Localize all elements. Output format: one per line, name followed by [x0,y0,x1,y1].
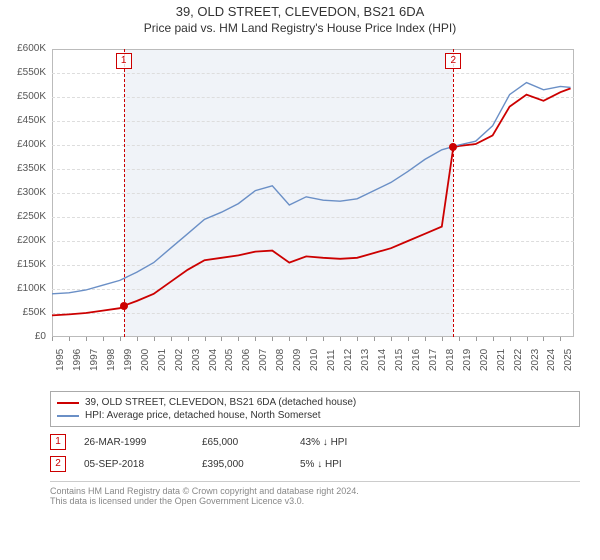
series-red [52,88,571,315]
data-row-date: 05-SEP-2018 [84,459,184,470]
data-row-marker: 1 [50,434,66,450]
marker-dot [120,302,128,310]
marker-box: 1 [116,53,132,69]
data-row-delta: 5% ↓ HPI [300,459,342,470]
marker-box: 2 [445,53,461,69]
legend-label: 39, OLD STREET, CLEVEDON, BS21 6DA (deta… [85,397,356,408]
data-row-price: £395,000 [202,459,282,470]
page-subtitle: Price paid vs. HM Land Registry's House … [0,21,600,35]
series-blue [52,83,571,294]
marker-line [124,49,125,337]
marker-line [453,49,454,337]
legend-swatch [57,402,79,404]
series-layer [10,43,590,383]
data-row: 2 05-SEP-2018 £395,000 5% ↓ HPI [50,453,580,475]
data-row-delta: 43% ↓ HPI [300,437,347,448]
data-point-table: 1 26-MAR-1999 £65,000 43% ↓ HPI 2 05-SEP-2018… [50,431,580,475]
legend-item: HPI: Average price, detached house, Nort… [57,409,573,422]
legend-label: HPI: Average price, detached house, Nort… [85,410,321,421]
legend: 39, OLD STREET, CLEVEDON, BS21 6DA (deta… [50,391,580,427]
data-row-price: £65,000 [202,437,282,448]
data-row: 1 26-MAR-1999 £65,000 43% ↓ HPI [50,431,580,453]
footer-line: This data is licensed under the Open Gov… [50,496,580,506]
legend-item: 39, OLD STREET, CLEVEDON, BS21 6DA (deta… [57,396,573,409]
legend-swatch [57,415,79,417]
footer-line: Contains HM Land Registry data © Crown c… [50,486,580,496]
data-row-date: 26-MAR-1999 [84,437,184,448]
line-chart: £0£50K£100K£150K£200K£250K£300K£350K£400… [10,43,590,383]
page-title: 39, OLD STREET, CLEVEDON, BS21 6DA [0,4,600,19]
footer-attribution: Contains HM Land Registry data © Crown c… [50,481,580,506]
marker-dot [449,143,457,151]
data-row-marker: 2 [50,456,66,472]
